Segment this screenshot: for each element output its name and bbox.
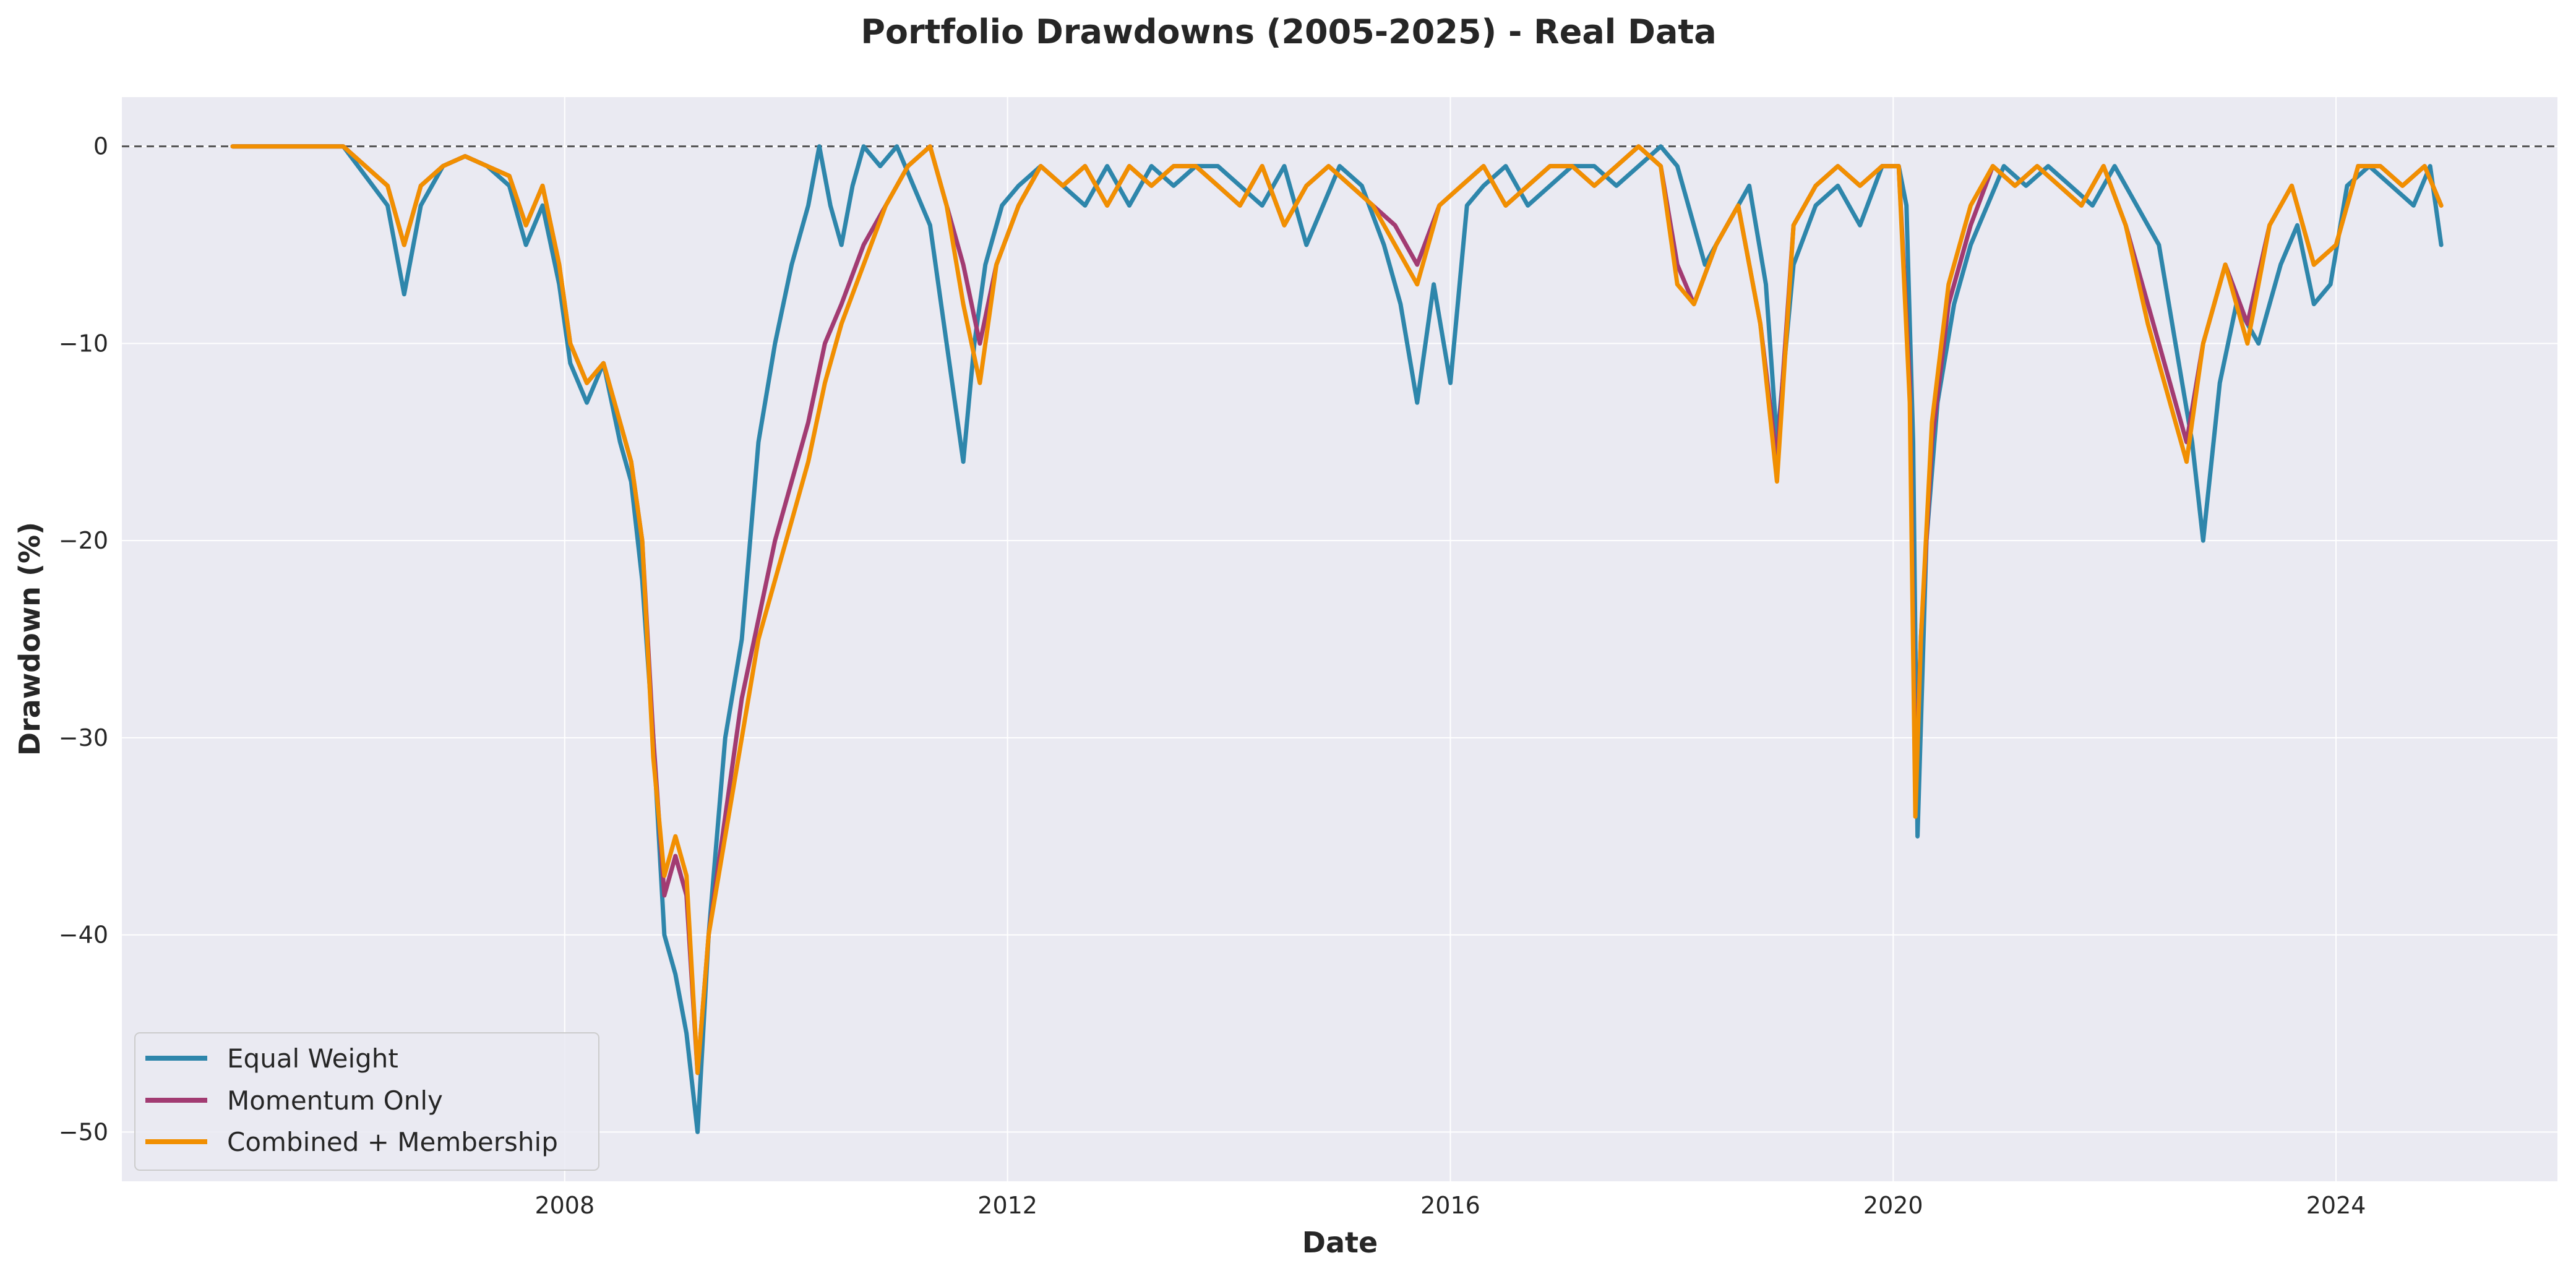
y-axis-ticks: 0 −10 −20 −30 −40 −50 [59,133,108,1146]
legend-label-combined-membership: Combined + Membership [227,1127,558,1157]
y-tick-label: −50 [59,1118,108,1145]
y-tick-label: −20 [59,527,108,554]
x-tick-label: 2016 [1420,1192,1480,1219]
x-tick-label: 2020 [1863,1192,1923,1219]
x-tick-label: 2024 [2306,1192,2366,1219]
legend: Equal Weight Momentum Only Combined + Me… [134,1032,599,1171]
y-tick-label: 0 [93,133,108,160]
x-tick-label: 2012 [977,1192,1037,1219]
chart-title: Portfolio Drawdowns (2005-2025) - Real D… [861,12,1716,51]
legend-label-equal-weight: Equal Weight [227,1043,398,1074]
legend-label-momentum-only: Momentum Only [227,1085,443,1116]
plot-area [122,97,2557,1181]
series-line-combined-membership [230,144,2444,1076]
legend-box [134,1032,599,1171]
x-axis-label: Date [1302,1226,1378,1259]
x-tick-label: 2008 [535,1192,595,1219]
y-tick-label: −10 [59,330,108,357]
x-axis-ticks: 2008 2012 2016 2020 2024 [535,1192,2366,1219]
y-axis-label: Drawdown (%) [13,522,46,756]
y-tick-label: −30 [59,724,108,751]
series-lines [230,144,2444,1134]
y-tick-label: −40 [59,922,108,949]
